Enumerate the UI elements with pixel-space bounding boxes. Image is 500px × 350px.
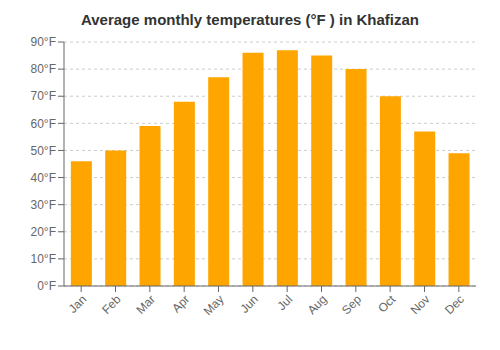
svg-text:Dec: Dec — [442, 292, 467, 317]
svg-text:Nov: Nov — [408, 292, 433, 317]
svg-text:20°F: 20°F — [31, 225, 56, 239]
svg-text:40°F: 40°F — [31, 171, 56, 185]
svg-text:10°F: 10°F — [31, 252, 56, 266]
svg-text:Oct: Oct — [375, 292, 399, 316]
svg-text:Jun: Jun — [237, 292, 261, 316]
svg-text:70°F: 70°F — [31, 89, 56, 103]
svg-text:50°F: 50°F — [31, 144, 56, 158]
svg-text:Feb: Feb — [99, 292, 124, 317]
svg-text:May: May — [201, 292, 227, 318]
svg-text:0°F: 0°F — [37, 279, 56, 293]
svg-text:80°F: 80°F — [31, 62, 56, 76]
svg-text:Aug: Aug — [305, 292, 330, 317]
svg-text:30°F: 30°F — [31, 198, 56, 212]
svg-text:Sep: Sep — [339, 292, 364, 317]
svg-text:Apr: Apr — [169, 292, 192, 315]
svg-text:Jan: Jan — [66, 292, 90, 316]
svg-text:Jul: Jul — [275, 292, 296, 313]
html-text:Average monthly temperatures (: Average monthly temperatures (°F ) in Kh… — [81, 11, 419, 28]
svg-text:90°F: 90°F — [31, 35, 56, 49]
svg-text:60°F: 60°F — [31, 117, 56, 131]
svg-text:Mar: Mar — [133, 292, 158, 317]
